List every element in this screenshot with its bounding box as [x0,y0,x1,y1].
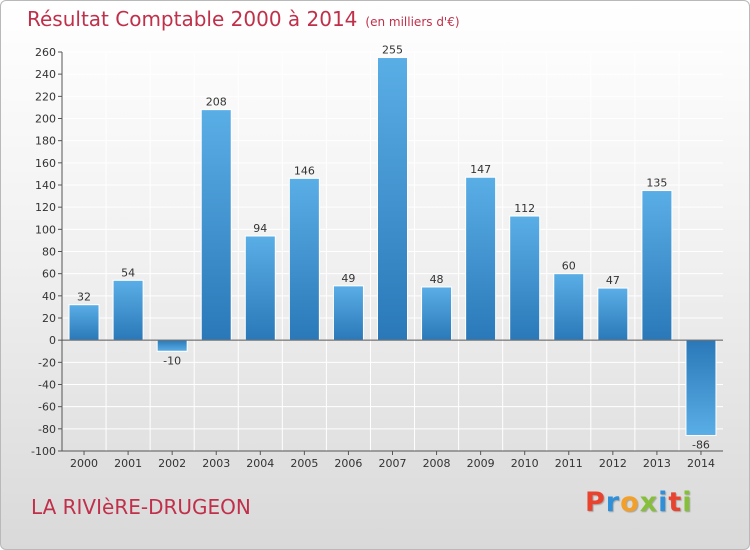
logo-letter-3: x [639,487,659,518]
x-tick-label-2013: 2013 [643,457,671,470]
bar-2009 [465,176,497,341]
x-tick-label-2011: 2011 [555,457,583,470]
chart-subtitle: (en milliers d'€) [365,15,460,29]
bar-2005 [288,177,320,341]
y-tick-label-17: 240 [35,68,56,81]
x-tick-label-2003: 2003 [202,457,230,470]
y-tick-label-3: -40 [38,379,56,392]
y-tick-label-12: 140 [35,179,56,192]
bar-2007 [377,57,408,341]
y-tick-label-16: 220 [35,90,56,103]
value-label-2000: 32 [77,291,91,304]
logo-letter-5: t [668,487,683,518]
x-tick-label-2007: 2007 [379,457,407,470]
y-tick-label-14: 180 [35,135,56,148]
x-tick-label-2002: 2002 [158,457,186,470]
x-tick-label-2006: 2006 [334,457,362,470]
proxiti-logo[interactable]: Proxiti [585,487,693,518]
logo-letter-4: i [658,487,669,518]
value-label-2011: 60 [562,260,576,273]
value-label-2001: 54 [121,266,135,279]
y-tick-label-10: 100 [35,223,56,236]
y-tick-label-8: 60 [42,268,56,281]
bar-2014 [685,339,717,436]
chart-title-text: Résultat Comptable 2000 à 2014 [27,7,358,31]
bar-2003 [200,109,232,341]
y-tick-label-9: 80 [42,246,56,259]
value-label-2006: 49 [341,272,355,285]
bar-2004 [244,235,276,341]
value-label-2002: -10 [163,354,181,367]
commune-name: LA RIVIèRE-DRUGEON [31,495,251,519]
logo-letter-0: P [585,487,606,518]
x-tick-label-2014: 2014 [687,457,715,470]
logo-letter-2: o [620,487,640,518]
x-tick-label-2004: 2004 [246,457,274,470]
y-tick-label-1: -80 [38,423,56,436]
y-tick-label-18: 260 [35,46,56,59]
bar-2002 [156,339,188,352]
value-label-2007: 255 [382,44,403,57]
y-tick-label-11: 120 [35,201,56,214]
x-tick-label-2005: 2005 [290,457,318,470]
bar-2012 [597,287,629,341]
y-tick-label-7: 40 [42,290,56,303]
logo-letter-1: r [605,487,621,518]
y-tick-label-4: -20 [38,356,56,369]
value-label-2004: 94 [253,222,267,235]
value-label-2010: 112 [514,202,535,215]
bar-2013 [641,190,673,341]
y-tick-label-0: -100 [31,445,56,458]
value-label-2013: 135 [646,177,667,190]
bar-2000 [68,304,100,341]
logo-letter-6: i [682,487,693,518]
x-tick-label-2000: 2000 [70,457,98,470]
bar-2008 [421,286,453,341]
y-tick-label-13: 160 [35,157,56,170]
bar-2006 [332,285,364,341]
value-label-2014: -86 [692,438,710,451]
x-tick-label-2008: 2008 [423,457,451,470]
y-tick-label-5: 0 [49,334,56,347]
bar-2011 [553,273,585,341]
x-tick-label-2001: 2001 [114,457,142,470]
axis-layer: -100 -80 -60 -40 -20 0 20 40 60 80 100 120 140 160 180… [31,46,723,470]
bar-2001 [112,279,144,341]
value-label-2003: 208 [206,96,227,109]
y-tick-label-2: -60 [38,401,56,414]
bar-2010 [509,215,541,341]
label-layer: 32 54 -10 208 94 146 49 255 48 147 112 60 47 135 -86 [77,44,710,452]
value-label-2005: 146 [294,164,315,177]
x-tick-label-2009: 2009 [467,457,495,470]
value-label-2008: 48 [430,273,444,286]
y-tick-label-15: 200 [35,113,56,126]
chart-title: Résultat Comptable 2000 à 2014 (en millie… [27,7,460,31]
x-tick-label-2012: 2012 [599,457,627,470]
value-label-2009: 147 [470,163,491,176]
bar-layer [68,57,717,436]
y-tick-label-6: 20 [42,312,56,325]
x-tick-label-2010: 2010 [511,457,539,470]
value-label-2012: 47 [606,274,620,287]
